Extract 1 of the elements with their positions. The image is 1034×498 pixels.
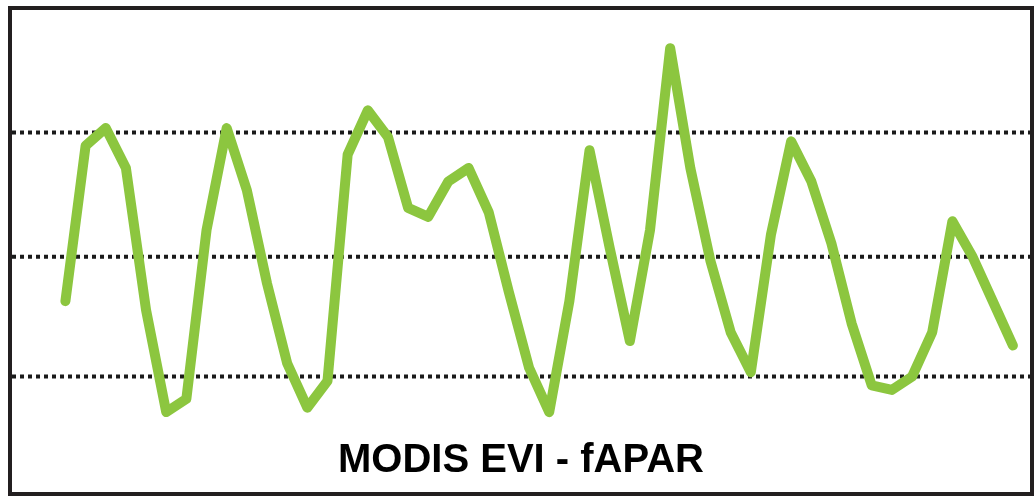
text: MODIS EVI - fAPAR: [338, 436, 705, 480]
